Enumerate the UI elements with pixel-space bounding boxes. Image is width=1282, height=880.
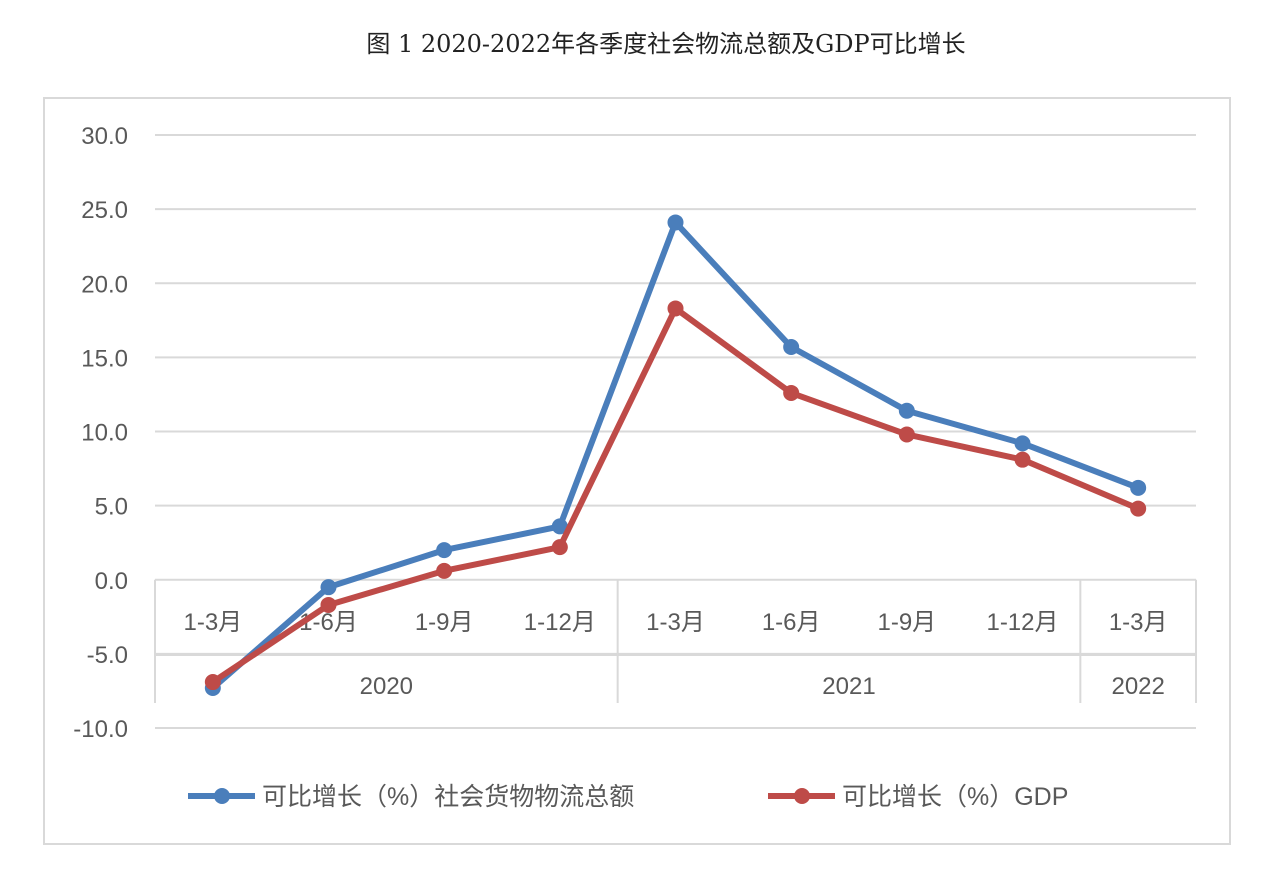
x-group-label: 2022: [1111, 673, 1164, 700]
data-point: [898, 426, 915, 443]
y-tick-label: 20.0: [81, 271, 128, 298]
chart-title: 图 1 2020-2022年各季度社会物流总额及GDP可比增长: [366, 30, 966, 58]
x-tick-label: 1-9月: [877, 609, 936, 636]
data-point: [667, 214, 684, 231]
legend-marker-1: [794, 788, 810, 804]
legend-marker-0: [214, 788, 230, 804]
data-point: [1130, 500, 1147, 517]
data-point: [551, 539, 568, 556]
y-tick-label: 0.0: [95, 568, 128, 595]
y-tick-label: 30.0: [81, 123, 128, 150]
y-tick-label: 25.0: [81, 197, 128, 224]
y-tick-label: -5.0: [87, 642, 128, 669]
data-point: [667, 300, 684, 317]
data-point: [1014, 435, 1031, 452]
x-group-label: 2021: [822, 673, 875, 700]
legend-label: 可比增长（%）GDP: [842, 783, 1068, 811]
data-point: [551, 518, 568, 535]
data-point: [1130, 479, 1147, 496]
x-group-label: 2020: [360, 673, 413, 700]
data-point: [1014, 451, 1031, 468]
data-point: [898, 402, 915, 419]
data-point: [204, 674, 221, 691]
legend-label: 可比增长（%）社会货物物流总额: [262, 783, 634, 811]
data-point: [320, 596, 337, 613]
x-tick-label: 1-9月: [415, 609, 474, 636]
x-tick-label: 1-6月: [299, 609, 358, 636]
x-tick-label: 1-3月: [183, 609, 242, 636]
y-tick-label: 10.0: [81, 420, 128, 447]
data-point: [436, 542, 453, 559]
x-tick-label: 1-3月: [646, 609, 705, 636]
y-tick-label: -10.0: [73, 716, 128, 743]
x-tick-label: 1-12月: [524, 609, 596, 636]
data-point: [436, 562, 453, 579]
y-tick-label: 5.0: [95, 494, 128, 521]
x-tick-label: 1-6月: [762, 609, 821, 636]
x-tick-label: 1-12月: [986, 609, 1058, 636]
data-point: [783, 338, 800, 355]
chart-frame: [43, 97, 1231, 845]
data-point: [783, 384, 800, 401]
data-point: [320, 579, 337, 596]
y-tick-label: 15.0: [81, 345, 128, 372]
x-tick-label: 1-3月: [1109, 609, 1168, 636]
